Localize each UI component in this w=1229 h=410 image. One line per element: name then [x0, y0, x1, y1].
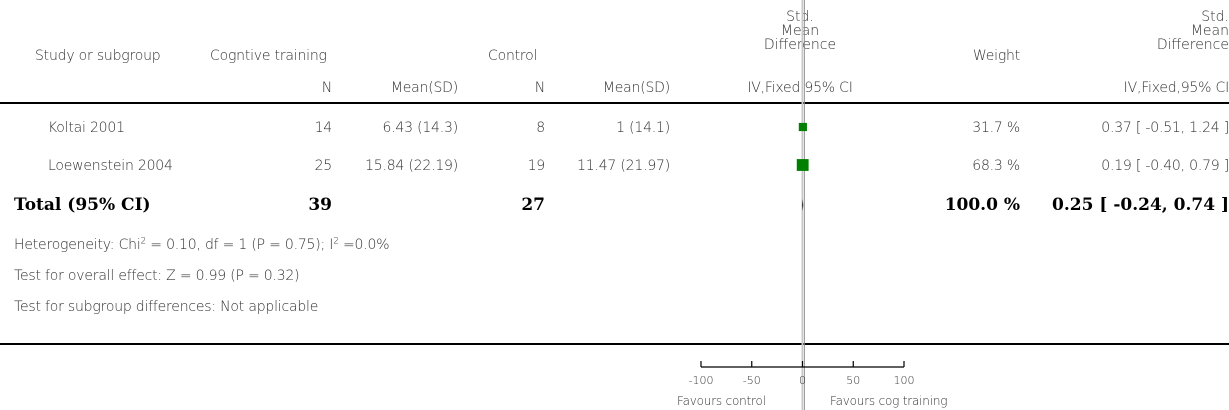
row-study: Koltai 2001: [48, 120, 125, 136]
total-weight: 100.0 %: [944, 195, 1020, 215]
x-tick-label: 100: [894, 374, 915, 387]
sub-header-ci: IV,Fixed,95% CI: [1123, 80, 1229, 96]
smd-plot-line1: Std.: [786, 9, 814, 25]
heterogeneity-part-c: =0.0%: [338, 237, 390, 253]
row-weight: 68.3 %: [972, 158, 1020, 174]
row-n2: 8: [536, 120, 545, 136]
total-ci: 0.25 [ -0.24, 0.74 ]: [1052, 195, 1229, 215]
total-n2: 27: [521, 195, 545, 215]
row-n2: 19: [527, 158, 546, 174]
heterogeneity-part-b: = 0.10, df = 1 (P = 0.75); I: [146, 237, 334, 253]
favours-right-label: Favours cog training: [830, 394, 948, 408]
study-marker: [796, 159, 809, 171]
footer-rule: [0, 343, 1229, 345]
sub-header-n2: N: [534, 80, 545, 96]
col-header-weight: Weight: [972, 48, 1020, 64]
smd-plot-line2: Mean: [780, 23, 820, 39]
sub-header-n1: N: [321, 80, 332, 96]
heterogeneity-sup-a: 2: [140, 236, 147, 247]
footnote-heterogeneity: Heterogeneity: Chi2 = 0.10, df = 1 (P = …: [14, 236, 390, 253]
col-header-smd-text: Std. Mean Difference: [1130, 10, 1229, 52]
row-study: Loewenstein 2004: [48, 158, 173, 174]
x-tick-label: 50: [846, 374, 860, 387]
footnote-subgroup: Test for subgroup differences: Not appli…: [14, 299, 319, 315]
total-n1: 39: [308, 195, 332, 215]
row-n1: 14: [314, 120, 333, 136]
favours-left-label: Favours control: [677, 394, 766, 408]
col-header-group1: Cogntive training: [210, 48, 327, 64]
total-label: Total (95% CI): [14, 195, 151, 215]
smd-text-line3: Difference: [1156, 37, 1229, 53]
row-n1: 25: [314, 158, 333, 174]
row-mean1: 6.43 (14.3): [382, 120, 458, 136]
footnote-overall-effect: Test for overall effect: Z = 0.99 (P = 0…: [14, 268, 300, 284]
row-ci: 0.37 [ -0.51, 1.24 ]: [1101, 120, 1229, 136]
row-weight: 31.7 %: [972, 120, 1020, 136]
col-header-smd-plot: Std. Mean Difference: [745, 10, 855, 52]
header-rule: [0, 102, 1229, 104]
study-marker: [798, 122, 807, 132]
sub-header-mean1: Mean(SD): [390, 80, 458, 96]
row-mean2: 11.47 (21.97): [577, 158, 670, 174]
row-ci: 0.19 [ -0.40, 0.79 ]: [1101, 158, 1229, 174]
row-mean1: 15.84 (22.19): [365, 158, 458, 174]
pooled-diamond: [802, 199, 804, 211]
x-tick-label: 0: [799, 374, 806, 387]
smd-plot-line3: Difference: [763, 37, 837, 53]
heterogeneity-part-a: Heterogeneity: Chi: [14, 237, 141, 253]
x-tick-label: -50: [743, 374, 761, 387]
sub-header-plot: IV,Fixed,95% CI: [747, 80, 853, 96]
smd-text-line1: Std.: [1201, 9, 1229, 25]
row-mean2: 1 (14.1): [616, 120, 670, 136]
x-tick-label: -100: [689, 374, 714, 387]
sub-header-mean2: Mean(SD): [602, 80, 670, 96]
heterogeneity-sup-b: 2: [333, 236, 339, 247]
col-header-study: Study or subgroup: [35, 48, 161, 64]
smd-text-line2: Mean: [1190, 23, 1229, 39]
col-header-group2: Control: [488, 48, 538, 64]
